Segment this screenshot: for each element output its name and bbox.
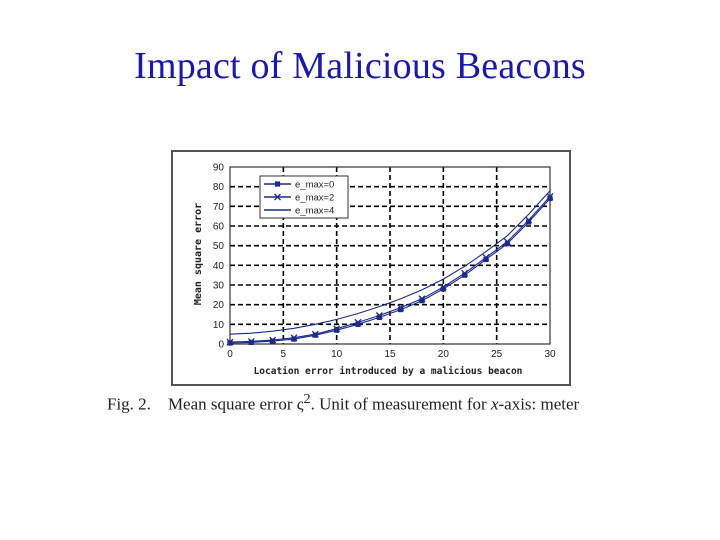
y-tick-label: 60 [213,222,225,233]
data-point-x [311,330,319,338]
data-point-x [482,254,490,261]
data-point-square [312,332,318,338]
data-point-x-stroke [418,295,426,303]
x-tick-label: 0 [227,349,233,360]
data-point-square [398,306,404,313]
data-point-x [418,295,426,303]
data-point-x [525,216,533,224]
caption-symbol: ς [296,394,304,414]
data-point-x [333,325,341,333]
data-point-square [270,338,276,344]
x-tick-label: 5 [281,349,287,360]
data-point-x-stroke [503,238,511,246]
caption-superscript: 2 [303,391,311,407]
x-tick-label: 30 [544,349,556,360]
data-point-x [354,318,362,326]
data-point-x [247,337,255,345]
data-point-x [226,338,234,346]
y-tick-label: 50 [213,241,225,252]
data-point-x [461,269,469,277]
y-tick-label: 90 [213,163,225,174]
figure-frame [171,150,571,386]
data-point-square [526,219,532,225]
data-point-square [227,340,233,346]
data-point-square [355,321,361,327]
series-layer [226,190,554,346]
data-point-square [291,336,297,342]
data-point-x-stroke [226,338,234,346]
series-line [229,196,551,343]
series-line [229,198,551,344]
series-line [229,190,551,335]
legend-entry: e_max=2 [264,193,334,204]
data-point-square [419,298,425,304]
legend-entry: e_max=0 [264,180,334,191]
caption-text-mid: . Unit of measurement for [310,394,491,414]
data-point-x-stroke [461,269,469,277]
data-point-square [483,256,489,263]
data-point-x [503,238,511,246]
data-point-x [439,283,447,291]
y-tick-label: 0 [218,340,224,351]
x-tick-label: 15 [384,349,396,360]
plot-area-border [229,166,551,345]
data-point-x-stroke [311,330,319,338]
grid-lines [230,167,550,344]
y-axis-label: Mean square error [193,203,204,305]
x-tick-label: 25 [491,349,503,360]
series-1 [226,193,554,346]
data-point-x-stroke [482,254,490,261]
legend-label: e_max=0 [295,180,334,191]
data-point-x [274,193,281,201]
x-tick-label: 20 [438,349,450,360]
x-axis-label: Location error introduced by a malicious… [254,366,523,377]
y-tick-label: 40 [213,261,225,272]
y-tick-label: 70 [213,202,225,213]
data-point-square [462,272,468,278]
legend: e_max=0 e_max=2 e_max=4 [259,175,349,219]
data-point-x-stroke [269,336,277,344]
slide-title: Impact of Malicious Beacons [134,45,586,87]
data-point-square [547,195,553,202]
series-2 [229,190,551,335]
data-point-x-stroke [333,325,341,333]
data-point-x [397,304,405,312]
data-point-x-stroke [375,312,383,319]
data-point-x-stroke [525,216,533,224]
data-point-x [290,334,298,342]
data-point-x-stroke [247,337,255,345]
data-point-x-stroke [354,318,362,326]
y-tick-label: 20 [213,300,225,311]
legend-label: e_max=2 [295,193,334,204]
y-tick-label: 10 [213,320,225,331]
x-tick-label: 10 [331,349,343,360]
data-point-x [269,336,277,344]
y-tick-label: 80 [213,182,225,193]
figure-caption: Fig. 2. Mean square error ς2. Unit of me… [107,391,667,415]
series-0 [227,195,553,346]
legend-entry: e_max=4 [264,206,334,217]
data-point-x-stroke [397,304,405,312]
data-point-square [274,181,281,187]
data-point-x [546,193,554,200]
y-tick-label: 30 [213,281,225,292]
data-point-square [248,339,254,346]
data-point-square [334,327,340,333]
data-point-x [375,312,383,319]
legend-label: e_max=4 [295,206,334,217]
data-point-x-stroke [290,334,298,342]
caption-fig-label: Fig. 2. [107,394,151,414]
data-point-square [504,241,510,247]
caption-text-after: -axis: meter [498,394,580,414]
data-point-x-stroke [274,193,281,201]
data-point-square [440,286,446,292]
caption-variable: x [490,394,499,414]
chart-figure: 0 5 10 15 20 25 30 0 10 20 30 40 50 60 70 80 90 Mean squ… [171,150,571,386]
tick-labels: 0 5 10 15 20 25 30 0 10 20 30 40 50 60 70 80 90 [213,163,556,361]
data-point-x-stroke [439,283,447,291]
data-point-square [376,314,382,321]
caption-text-before: Mean square error [167,394,297,414]
data-point-x-stroke [546,193,554,200]
